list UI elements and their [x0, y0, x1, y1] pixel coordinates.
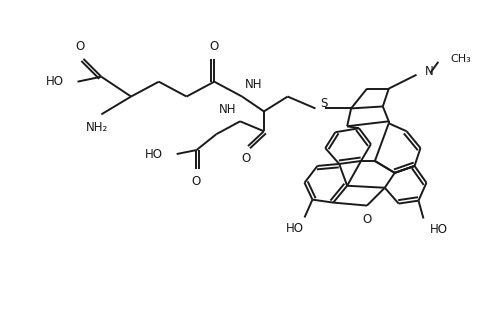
Text: O: O: [210, 40, 219, 53]
Text: S: S: [320, 97, 328, 110]
Text: HO: HO: [285, 222, 303, 235]
Text: CH₃: CH₃: [450, 54, 471, 64]
Text: O: O: [362, 213, 372, 226]
Text: HO: HO: [430, 223, 448, 236]
Text: NH: NH: [245, 78, 262, 91]
Text: O: O: [242, 152, 250, 165]
Text: O: O: [75, 40, 84, 53]
Text: NH₂: NH₂: [86, 121, 108, 134]
Text: NH: NH: [219, 103, 236, 116]
Text: HO: HO: [145, 148, 163, 161]
Text: N: N: [425, 65, 433, 78]
Text: O: O: [192, 175, 201, 188]
Text: HO: HO: [45, 75, 64, 88]
